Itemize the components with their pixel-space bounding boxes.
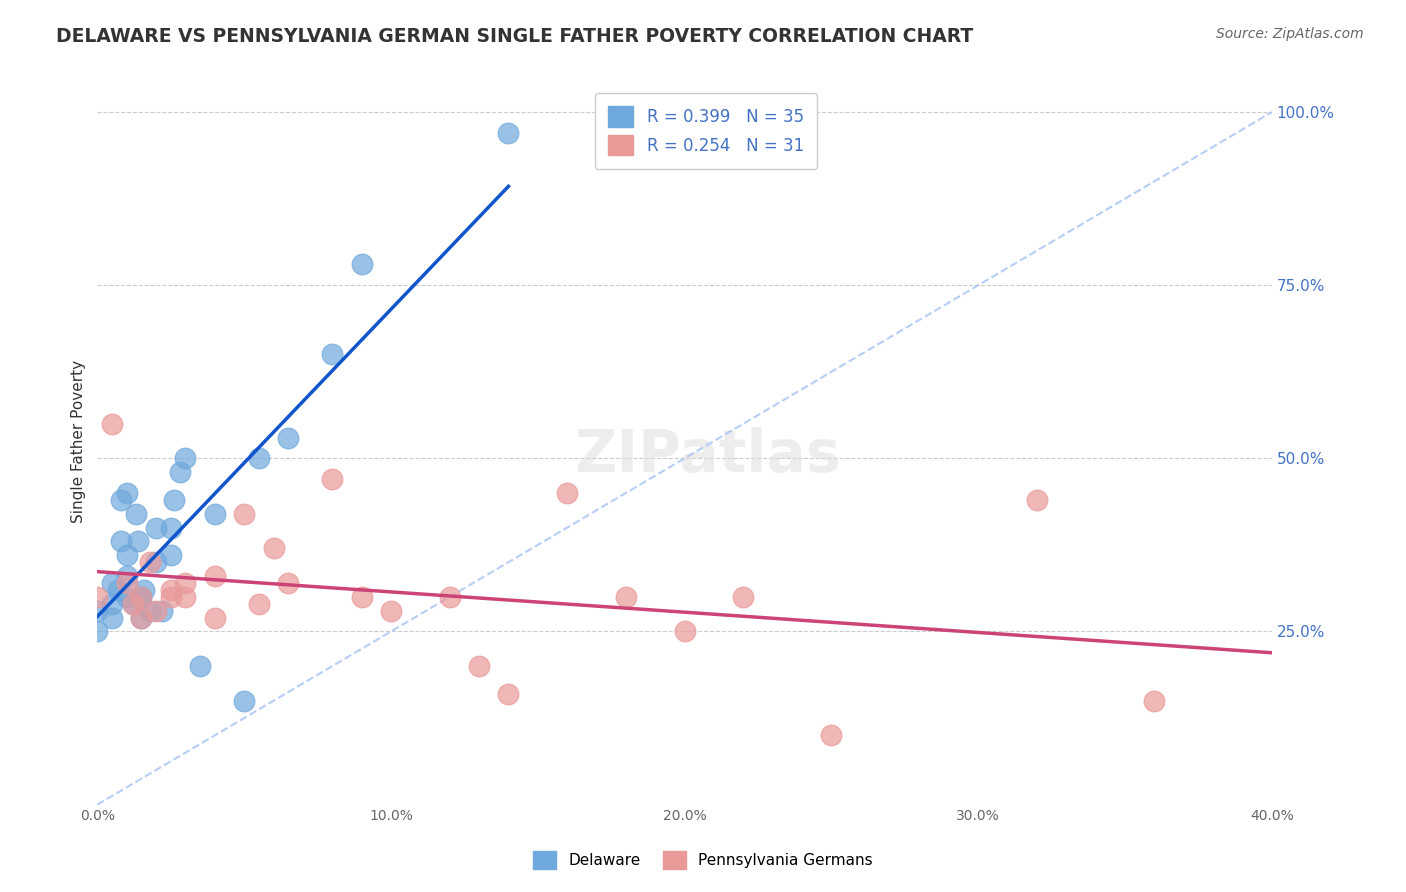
Point bbox=[139, 604, 162, 618]
Point bbox=[733, 590, 755, 604]
Legend: R = 0.399   N = 35, R = 0.254   N = 31: R = 0.399 N = 35, R = 0.254 N = 31 bbox=[595, 93, 817, 169]
Y-axis label: Single Father Poverty: Single Father Poverty bbox=[72, 359, 86, 523]
Point bbox=[614, 590, 637, 604]
Point bbox=[150, 604, 173, 618]
Point bbox=[145, 520, 167, 534]
Point bbox=[121, 597, 143, 611]
Point bbox=[121, 597, 143, 611]
Point bbox=[820, 728, 842, 742]
Point bbox=[321, 347, 343, 361]
Point bbox=[174, 590, 197, 604]
Point bbox=[131, 590, 153, 604]
Point bbox=[277, 431, 299, 445]
Point bbox=[169, 465, 191, 479]
Point bbox=[439, 590, 461, 604]
Point bbox=[174, 451, 197, 466]
Point bbox=[115, 590, 138, 604]
Point bbox=[204, 610, 226, 624]
Point bbox=[204, 569, 226, 583]
Point bbox=[380, 604, 402, 618]
Point bbox=[124, 507, 146, 521]
Point bbox=[277, 576, 299, 591]
Text: ZIPatlas: ZIPatlas bbox=[575, 427, 841, 484]
Point bbox=[131, 590, 153, 604]
Point bbox=[131, 610, 153, 624]
Point bbox=[134, 582, 156, 597]
Point bbox=[115, 549, 138, 563]
Point bbox=[110, 534, 132, 549]
Point bbox=[350, 590, 373, 604]
Legend: Delaware, Pennsylvania Germans: Delaware, Pennsylvania Germans bbox=[527, 845, 879, 875]
Point bbox=[555, 486, 578, 500]
Point bbox=[159, 520, 181, 534]
Point bbox=[107, 582, 129, 597]
Point bbox=[498, 126, 520, 140]
Point bbox=[468, 659, 491, 673]
Point bbox=[101, 576, 124, 591]
Point bbox=[115, 486, 138, 500]
Point bbox=[139, 555, 162, 569]
Point bbox=[101, 610, 124, 624]
Point bbox=[321, 472, 343, 486]
Point bbox=[127, 534, 149, 549]
Point bbox=[247, 597, 270, 611]
Point bbox=[159, 549, 181, 563]
Point bbox=[174, 576, 197, 591]
Point bbox=[159, 590, 181, 604]
Text: DELAWARE VS PENNSYLVANIA GERMAN SINGLE FATHER POVERTY CORRELATION CHART: DELAWARE VS PENNSYLVANIA GERMAN SINGLE F… bbox=[56, 27, 973, 45]
Point bbox=[86, 604, 108, 618]
Point bbox=[86, 624, 108, 639]
Point bbox=[110, 492, 132, 507]
Point bbox=[101, 597, 124, 611]
Point bbox=[188, 659, 211, 673]
Point bbox=[350, 257, 373, 271]
Point bbox=[101, 417, 124, 431]
Point bbox=[159, 582, 181, 597]
Point bbox=[498, 687, 520, 701]
Point bbox=[145, 555, 167, 569]
Point bbox=[233, 694, 256, 708]
Text: Source: ZipAtlas.com: Source: ZipAtlas.com bbox=[1216, 27, 1364, 41]
Point bbox=[131, 610, 153, 624]
Point bbox=[204, 507, 226, 521]
Point bbox=[1026, 492, 1049, 507]
Point bbox=[263, 541, 285, 556]
Point bbox=[247, 451, 270, 466]
Point bbox=[115, 576, 138, 591]
Point bbox=[86, 590, 108, 604]
Point bbox=[233, 507, 256, 521]
Point bbox=[115, 569, 138, 583]
Point bbox=[1143, 694, 1166, 708]
Point bbox=[673, 624, 696, 639]
Point bbox=[145, 604, 167, 618]
Point bbox=[163, 492, 186, 507]
